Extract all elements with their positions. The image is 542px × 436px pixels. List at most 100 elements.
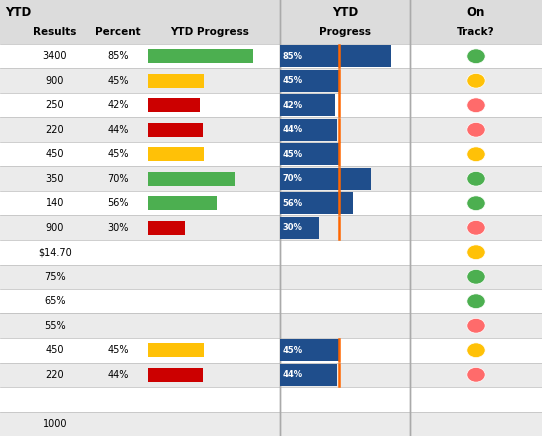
Text: Progress: Progress xyxy=(319,27,371,37)
Text: 44%: 44% xyxy=(283,370,303,379)
Text: On: On xyxy=(467,6,485,19)
Text: 42%: 42% xyxy=(283,101,303,110)
Bar xyxy=(280,313,410,338)
Bar xyxy=(280,95,334,116)
Text: Track?: Track? xyxy=(457,27,495,37)
Bar xyxy=(0,387,280,412)
Circle shape xyxy=(467,294,485,309)
Text: 75%: 75% xyxy=(44,272,66,282)
Bar xyxy=(280,119,337,140)
Bar xyxy=(280,117,410,142)
Bar xyxy=(148,196,217,210)
Text: 220: 220 xyxy=(46,125,64,135)
Bar xyxy=(280,412,410,436)
Bar xyxy=(280,217,319,238)
Bar xyxy=(410,338,542,362)
Bar xyxy=(280,0,410,44)
Text: 70%: 70% xyxy=(107,174,129,184)
Text: 30%: 30% xyxy=(107,223,128,233)
Bar xyxy=(280,143,339,165)
Bar xyxy=(280,93,410,117)
Bar xyxy=(410,167,542,191)
Text: 42%: 42% xyxy=(107,100,129,110)
Bar xyxy=(280,364,337,385)
Text: $14.70: $14.70 xyxy=(38,247,72,257)
Circle shape xyxy=(467,147,485,162)
Bar xyxy=(410,313,542,338)
Text: 220: 220 xyxy=(46,370,64,380)
Bar xyxy=(0,0,280,44)
Text: 44%: 44% xyxy=(283,125,303,134)
Bar xyxy=(0,117,280,142)
Bar xyxy=(410,387,542,412)
Text: Percent: Percent xyxy=(95,27,141,37)
Bar xyxy=(410,142,542,167)
Bar xyxy=(280,192,353,214)
Bar xyxy=(0,289,280,313)
Bar xyxy=(280,387,410,412)
Bar xyxy=(0,265,280,289)
Bar xyxy=(280,191,410,215)
Bar xyxy=(410,117,542,142)
Bar xyxy=(410,44,542,68)
Bar xyxy=(410,68,542,93)
Bar xyxy=(280,338,410,362)
Bar xyxy=(280,240,410,265)
Bar xyxy=(148,49,254,63)
Bar xyxy=(148,172,235,186)
Bar xyxy=(410,191,542,215)
Bar xyxy=(0,313,280,338)
Text: 56%: 56% xyxy=(107,198,129,208)
Text: 44%: 44% xyxy=(107,370,128,380)
Bar xyxy=(280,289,410,313)
Circle shape xyxy=(467,343,485,358)
Bar xyxy=(410,412,542,436)
Bar xyxy=(410,93,542,117)
Text: 55%: 55% xyxy=(44,321,66,331)
Bar xyxy=(280,44,410,68)
Circle shape xyxy=(467,98,485,112)
Text: YTD: YTD xyxy=(5,6,31,19)
Circle shape xyxy=(467,269,485,284)
Text: 85%: 85% xyxy=(107,51,129,61)
Text: 56%: 56% xyxy=(283,199,303,208)
Circle shape xyxy=(467,171,485,186)
Bar xyxy=(410,265,542,289)
Text: 900: 900 xyxy=(46,76,64,86)
Circle shape xyxy=(467,123,485,137)
Bar xyxy=(280,215,410,240)
Text: 350: 350 xyxy=(46,174,64,184)
Bar xyxy=(148,368,203,382)
Bar xyxy=(280,68,410,93)
Bar xyxy=(148,343,204,358)
Circle shape xyxy=(467,318,485,333)
Bar xyxy=(0,240,280,265)
Bar xyxy=(280,45,390,67)
Bar xyxy=(0,191,280,215)
Text: 450: 450 xyxy=(46,149,64,159)
Bar xyxy=(280,167,410,191)
Text: 44%: 44% xyxy=(107,125,128,135)
Bar xyxy=(0,167,280,191)
Bar xyxy=(280,362,410,387)
Text: 1000: 1000 xyxy=(43,419,67,429)
Text: 85%: 85% xyxy=(283,52,303,61)
Bar xyxy=(280,168,371,190)
Text: 65%: 65% xyxy=(44,296,66,306)
Bar xyxy=(0,338,280,362)
Bar xyxy=(0,412,280,436)
Bar xyxy=(0,215,280,240)
Text: Results: Results xyxy=(33,27,76,37)
Text: 45%: 45% xyxy=(107,76,129,86)
Bar xyxy=(0,362,280,387)
Text: 3400: 3400 xyxy=(43,51,67,61)
Bar xyxy=(0,142,280,167)
Bar xyxy=(148,98,200,112)
Bar xyxy=(148,147,204,161)
Text: 900: 900 xyxy=(46,223,64,233)
Text: YTD Progress: YTD Progress xyxy=(171,27,249,37)
Circle shape xyxy=(467,368,485,382)
Bar xyxy=(410,0,542,44)
Bar xyxy=(280,70,339,92)
Circle shape xyxy=(467,73,485,88)
